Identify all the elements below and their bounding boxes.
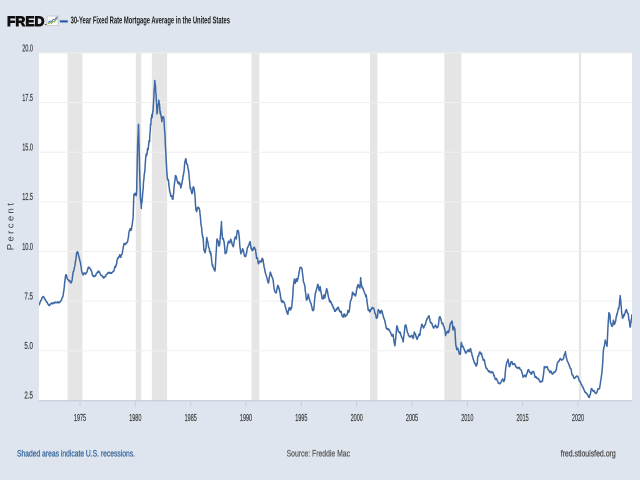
svg-text:12.5: 12.5 bbox=[22, 192, 33, 203]
svg-text:FRED: FRED bbox=[7, 13, 45, 29]
svg-text:1990: 1990 bbox=[240, 413, 252, 424]
svg-text:2005: 2005 bbox=[406, 413, 418, 424]
svg-text:5.0: 5.0 bbox=[24, 341, 33, 352]
svg-text:2020: 2020 bbox=[572, 413, 584, 424]
svg-text:2.5: 2.5 bbox=[24, 391, 33, 402]
svg-text:15.0: 15.0 bbox=[22, 143, 33, 154]
svg-text:30-Year Fixed Rate Mortgage Av: 30-Year Fixed Rate Mortgage Average in t… bbox=[71, 15, 230, 27]
svg-text:2000: 2000 bbox=[351, 413, 363, 424]
svg-text:17.5: 17.5 bbox=[22, 93, 33, 104]
svg-text:1985: 1985 bbox=[185, 413, 197, 424]
svg-text:Percent: Percent bbox=[5, 201, 16, 251]
svg-text:fred.stlouisfed.org: fred.stlouisfed.org bbox=[561, 448, 616, 459]
svg-text:20.0: 20.0 bbox=[22, 43, 33, 54]
svg-text:7.5: 7.5 bbox=[24, 291, 33, 302]
svg-text:Source: Freddie Mac: Source: Freddie Mac bbox=[287, 448, 351, 459]
svg-text:2010: 2010 bbox=[461, 413, 473, 424]
svg-text:2015: 2015 bbox=[517, 413, 529, 424]
svg-text:1995: 1995 bbox=[295, 413, 307, 424]
svg-text:1975: 1975 bbox=[74, 413, 86, 424]
svg-text:Shaded areas indicate U.S. rec: Shaded areas indicate U.S. recessions. bbox=[17, 448, 135, 459]
svg-text:10.0: 10.0 bbox=[22, 242, 33, 253]
svg-text:1980: 1980 bbox=[129, 413, 141, 424]
